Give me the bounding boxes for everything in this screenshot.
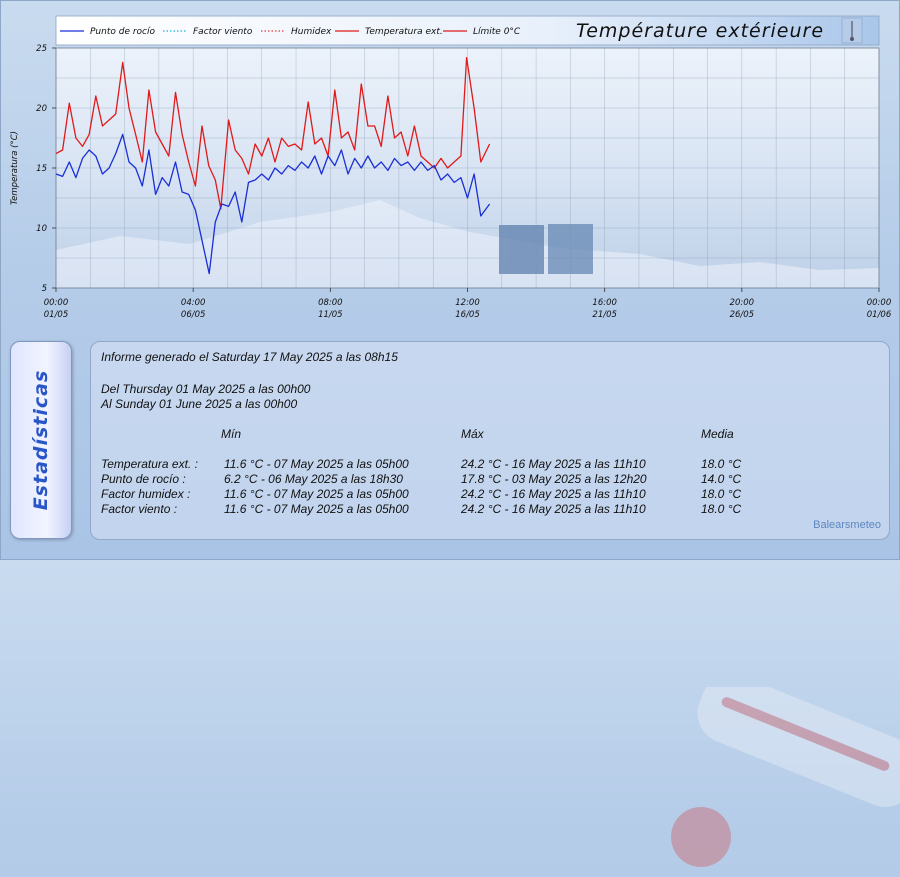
y-tick-label: 25 bbox=[36, 44, 47, 54]
x-tick-label-date: 01/05 bbox=[44, 310, 69, 320]
row-max: 24.2 °C - 16 May 2025 a las 11h10 bbox=[461, 457, 646, 471]
temperature-chart: 5 10 15 20 25 00:00 01/05 04:00 06/05 08:00 11/05… bbox=[10, 15, 892, 320]
x-tick-label-time: 12:00 bbox=[455, 298, 480, 308]
x-tick-label-date: 06/05 bbox=[181, 310, 206, 320]
x-tick-label-time: 00:00 bbox=[44, 298, 69, 308]
chart-header bbox=[55, 15, 880, 46]
row-avg: 18.0 °C bbox=[701, 457, 742, 471]
chart-title: Température extérieure bbox=[576, 20, 824, 42]
y-tick-label: 5 bbox=[42, 284, 47, 294]
row-label: Factor humidex : bbox=[101, 487, 191, 501]
legend: Punto de rocío Factor viento Humidex Temper… bbox=[60, 27, 521, 37]
x-tick-label-time: 04:00 bbox=[181, 298, 206, 308]
grid bbox=[56, 48, 879, 288]
header-min: Mín bbox=[221, 427, 242, 441]
row-min: 11.6 °C - 07 May 2025 a las 05h00 bbox=[224, 502, 409, 516]
y-tick-label: 20 bbox=[36, 104, 47, 114]
series-line-temperatura-ext- bbox=[55, 56, 491, 210]
legend-label: Factor viento bbox=[193, 27, 253, 37]
thermometer-background-image bbox=[671, 687, 900, 867]
y-axis: 5 10 15 20 25 bbox=[36, 44, 56, 294]
report-to-text: Al Sunday 01 June 2025 a las 00h00 bbox=[101, 397, 298, 411]
row-min: 6.2 °C - 06 May 2025 a las 18h30 bbox=[224, 472, 403, 486]
x-tick-label-time: 08:00 bbox=[318, 298, 343, 308]
series-line-punto-de-roc-o bbox=[55, 133, 491, 275]
y-tick-label: 15 bbox=[36, 164, 47, 174]
row-avg: 18.0 °C bbox=[701, 502, 742, 516]
brand-text: Balearsmeteo bbox=[813, 519, 881, 531]
row-label: Factor viento : bbox=[101, 502, 178, 516]
y-axis-label: Temperatura (°C) bbox=[10, 131, 20, 205]
x-tick-label-date: 21/05 bbox=[592, 310, 617, 320]
header-max: Máx bbox=[461, 427, 484, 441]
report-from-text: Del Thursday 01 May 2025 a las 00h00 bbox=[101, 382, 311, 396]
row-label: Temperatura ext. : bbox=[101, 457, 198, 471]
row-min: 11.6 °C - 07 May 2025 a las 05h00 bbox=[224, 487, 409, 501]
thermometer-icon bbox=[841, 17, 863, 44]
row-max: 24.2 °C - 16 May 2025 a las 11h10 bbox=[461, 502, 646, 516]
row-max: 17.8 °C - 03 May 2025 a las 12h20 bbox=[461, 472, 647, 486]
x-tick-label-time: 00:00 bbox=[867, 298, 892, 308]
x-tick-label-date: 26/05 bbox=[730, 310, 755, 320]
x-tick-label-time: 16:00 bbox=[592, 298, 617, 308]
x-tick-label-date: 16/05 bbox=[455, 310, 480, 320]
y-tick-label: 10 bbox=[36, 224, 47, 234]
stats-tab-label: Estadísticas bbox=[30, 369, 52, 511]
x-tick-label-time: 20:00 bbox=[730, 298, 755, 308]
legend-label: Punto de rocío bbox=[90, 27, 155, 37]
x-tick-label-date: 11/05 bbox=[318, 310, 343, 320]
row-label: Punto de rocío : bbox=[101, 472, 186, 486]
report-generated-text: Informe generado el Saturday 17 May 2025… bbox=[101, 350, 398, 364]
row-avg: 14.0 °C bbox=[701, 472, 742, 486]
stats-panel: Informe generado el Saturday 17 May 2025… bbox=[90, 341, 900, 867]
stats-tab[interactable]: Estadísticas bbox=[10, 341, 72, 539]
legend-label: Límite 0°C bbox=[473, 27, 521, 37]
x-tick-label-date: 01/06 bbox=[867, 310, 892, 320]
header-avg: Media bbox=[701, 427, 734, 441]
series-layer bbox=[55, 56, 491, 275]
row-avg: 18.0 °C bbox=[701, 487, 742, 501]
legend-label: Temperatura ext. bbox=[365, 27, 443, 37]
row-min: 11.6 °C - 07 May 2025 a las 05h00 bbox=[224, 457, 409, 471]
legend-label: Humidex bbox=[291, 27, 332, 37]
row-max: 24.2 °C - 16 May 2025 a las 11h10 bbox=[461, 487, 646, 501]
x-axis: 00:00 01/05 04:00 06/05 08:00 11/05 12:00 16/05… bbox=[44, 288, 892, 320]
